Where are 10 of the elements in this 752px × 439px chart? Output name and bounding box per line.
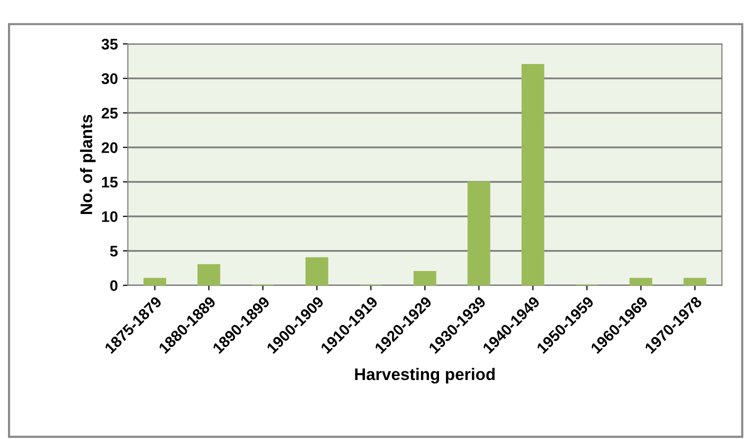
y-tick-label: 0: [110, 280, 118, 292]
y-tick-label: 25: [102, 108, 118, 119]
y-tick-label: 10: [102, 211, 118, 222]
x-axis-title: Harvesting period: [355, 368, 495, 384]
y-tick-label: 15: [102, 176, 118, 188]
y-tick-label: 35: [101, 38, 118, 50]
y-tick-label: 5: [110, 246, 118, 257]
y-axis-title: No. of plants: [80, 114, 96, 214]
y-tick-label: 20: [102, 142, 118, 154]
y-tick-label: 30: [101, 73, 118, 84]
